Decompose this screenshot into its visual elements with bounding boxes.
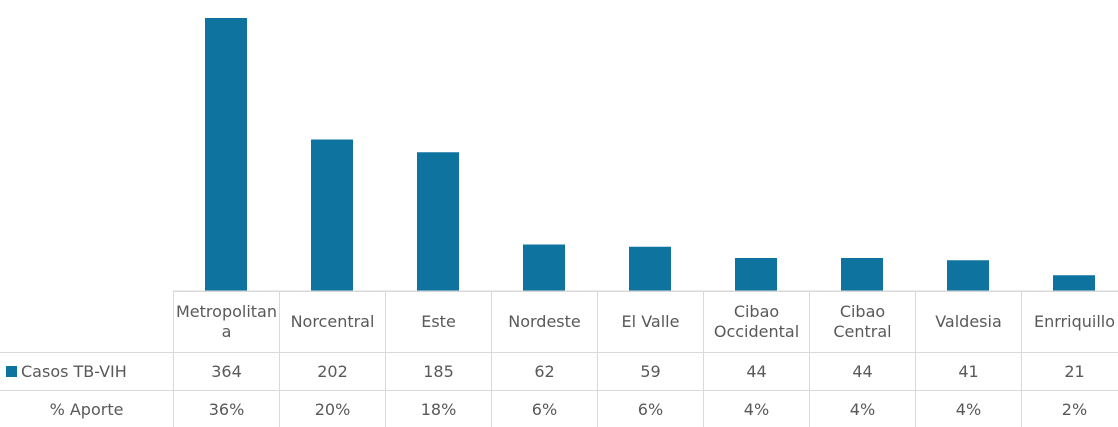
value-cell-text: 59 <box>640 361 661 381</box>
bar <box>1053 275 1095 291</box>
percent-cell-text: 20% <box>314 399 351 419</box>
legend-cell-text: % Aporte <box>49 399 124 419</box>
percent-cell-text: 4% <box>955 399 982 419</box>
value-cell-text: 41 <box>958 361 979 381</box>
category-label-text: Cibao Occidental <box>713 302 800 341</box>
bar <box>629 246 671 291</box>
percent-cell-text: 18% <box>420 399 457 419</box>
value-cell-text: 202 <box>317 361 348 381</box>
percent-cell-text: 6% <box>531 399 558 419</box>
category-label-text: Metropolitana <box>176 302 277 341</box>
bar <box>841 258 883 291</box>
category-label: Valdesia <box>915 291 1021 352</box>
category-label: Cibao Central <box>809 291 915 352</box>
category-label-text: El Valle <box>621 312 680 331</box>
bar <box>735 258 777 291</box>
percent-cell: 4% <box>703 390 809 427</box>
category-label-text: Este <box>421 312 456 331</box>
category-label: Norcentral <box>279 291 385 352</box>
percent-cell-text: 2% <box>1061 399 1088 419</box>
category-label: Cibao Occidental <box>703 291 809 352</box>
category-label-text: Norcentral <box>290 312 375 331</box>
value-cell: 62 <box>491 352 597 390</box>
category-label: Enrriquillo <box>1021 291 1118 352</box>
category-label-text: Enrriquillo <box>1034 312 1115 331</box>
value-cell-text: 364 <box>211 361 242 381</box>
bar <box>523 244 565 291</box>
value-cell: 364 <box>173 352 279 390</box>
percent-cell: 4% <box>809 390 915 427</box>
category-label: El Valle <box>597 291 703 352</box>
bar <box>205 18 247 291</box>
value-cell: 59 <box>597 352 703 390</box>
percent-cell: 2% <box>1021 390 1118 427</box>
bar <box>417 152 459 291</box>
category-label: Metropolitana <box>173 291 279 352</box>
bar <box>947 260 989 291</box>
value-cell: 21 <box>1021 352 1118 390</box>
value-cell: 44 <box>809 352 915 390</box>
value-cell: 41 <box>915 352 1021 390</box>
legend-cell: % Aporte <box>0 390 173 427</box>
percent-cell: 6% <box>597 390 703 427</box>
bar <box>311 139 353 291</box>
category-label: Este <box>385 291 491 352</box>
category-label-text: Valdesia <box>935 312 1002 331</box>
legend-label: Casos TB-VIH <box>21 361 127 381</box>
value-cell: 185 <box>385 352 491 390</box>
value-cell: 44 <box>703 352 809 390</box>
category-label: Nordeste <box>491 291 597 352</box>
percent-cell: 6% <box>491 390 597 427</box>
legend-key <box>6 366 17 377</box>
percent-cell-text: 36% <box>208 399 245 419</box>
percent-cell-text: 4% <box>743 399 770 419</box>
value-cell-text: 44 <box>746 361 767 381</box>
percent-cell: 4% <box>915 390 1021 427</box>
value-cell-text: 62 <box>534 361 555 381</box>
value-cell: 202 <box>279 352 385 390</box>
percent-cell-text: 6% <box>637 399 664 419</box>
category-label-text: Cibao Central <box>833 302 892 341</box>
value-cell-text: 44 <box>852 361 873 381</box>
value-cell-text: 185 <box>423 361 454 381</box>
percent-cell: 36% <box>173 390 279 427</box>
percent-cell-text: 4% <box>849 399 876 419</box>
value-cell-text: 21 <box>1064 361 1085 381</box>
percent-cell: 18% <box>385 390 491 427</box>
legend-cell: Casos TB-VIH <box>0 352 173 390</box>
category-label-text: Nordeste <box>508 312 581 331</box>
percent-cell: 20% <box>279 390 385 427</box>
